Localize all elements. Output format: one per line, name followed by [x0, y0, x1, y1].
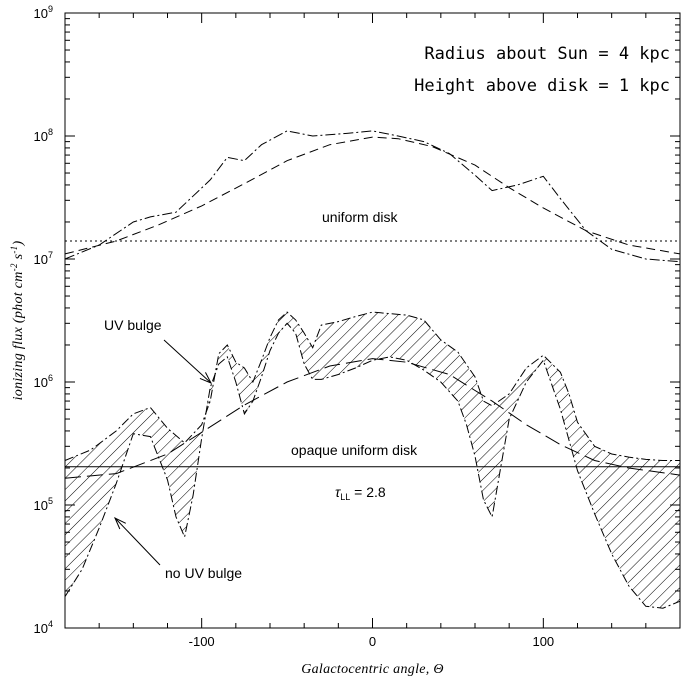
- series-dashed-upper: [64, 136, 681, 255]
- plot-area: [64, 130, 681, 609]
- y-tick-label: 106: [34, 373, 53, 390]
- label-tau: τLL = 2.8: [335, 484, 386, 502]
- hatched-band: [65, 312, 680, 609]
- text-labels: ionizing flux (phot cm-2 s-1) Galactocen…: [9, 44, 670, 677]
- x-tick-label: -100: [189, 634, 215, 649]
- info-height: Height above disk = 1 kpc: [414, 76, 670, 96]
- series-longdash-lower: [64, 358, 681, 479]
- y-tick-label: 105: [34, 496, 53, 513]
- info-radius: Radius about Sun = 4 kpc: [424, 44, 670, 64]
- y-tick-label: 107: [34, 250, 53, 267]
- y-axis-title: ionizing flux (phot cm-2 s-1): [9, 241, 26, 401]
- label-opaque-uniform-disk: opaque uniform disk: [291, 442, 418, 458]
- label-no-uv-bulge: no UV bulge: [165, 565, 242, 581]
- x-tick-label: 0: [369, 634, 376, 649]
- arrow-uv-bulge: [163, 339, 212, 384]
- y-tick-label: 108: [34, 127, 53, 144]
- x-tick-label: 100: [532, 634, 554, 649]
- arrow-no-uv-bulge: [114, 517, 161, 566]
- arrow-no-uv-bulge-head: [113, 516, 126, 530]
- y-tick-label: 109: [34, 4, 53, 21]
- series-uv-bulge-lower: [64, 322, 681, 609]
- label-uv-bulge: UV bulge: [104, 317, 162, 333]
- series-dashdot-upper: [64, 130, 681, 263]
- x-axis-title: Galactocentric angle, Θ: [301, 662, 444, 677]
- label-uniform-disk: uniform disk: [322, 209, 398, 225]
- y-tick-label: 104: [34, 619, 53, 636]
- series-uv-bulge-upper: [64, 311, 680, 461]
- arrow-uv-bulge-head: [199, 372, 213, 384]
- axes: -100 0 100 104 105 106 107 108 109: [34, 4, 681, 649]
